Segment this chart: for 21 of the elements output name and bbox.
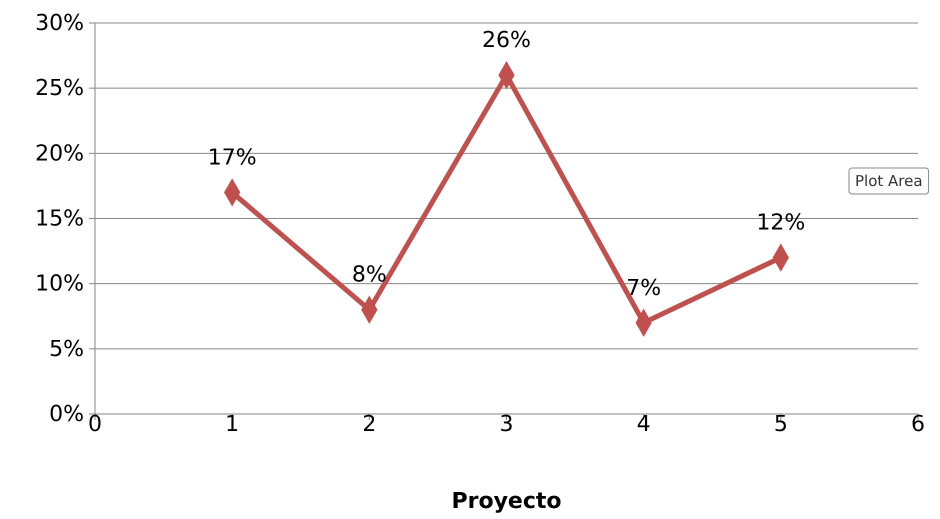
x-tick-label: 3	[500, 412, 514, 437]
data-label: 8%	[352, 262, 387, 288]
x-tick-label: 1	[225, 412, 240, 437]
y-tick-label: 15%	[35, 206, 84, 232]
x-tick-label: 2	[362, 412, 376, 437]
annotation: Plot Area	[855, 172, 923, 190]
y-tick-label: 30%	[35, 11, 84, 36]
y-tick-label: 10%	[35, 272, 84, 297]
x-tick-label: 4	[636, 412, 651, 437]
data-label: 7%	[626, 276, 662, 301]
data-label: 12%	[756, 210, 806, 236]
x-tick-label: 6	[911, 412, 925, 437]
x-tick-label: 0	[88, 412, 102, 437]
y-tick-label: 25%	[35, 76, 84, 102]
data-label: 17%	[208, 145, 257, 170]
y-tick-label: 20%	[35, 141, 84, 166]
x-tick-label: 5	[774, 412, 788, 437]
y-tick-label: 0%	[49, 402, 84, 428]
x-axis-title: Proyecto	[451, 489, 562, 514]
y-tick-label: 5%	[49, 336, 84, 362]
data-label: 26%	[482, 28, 531, 54]
